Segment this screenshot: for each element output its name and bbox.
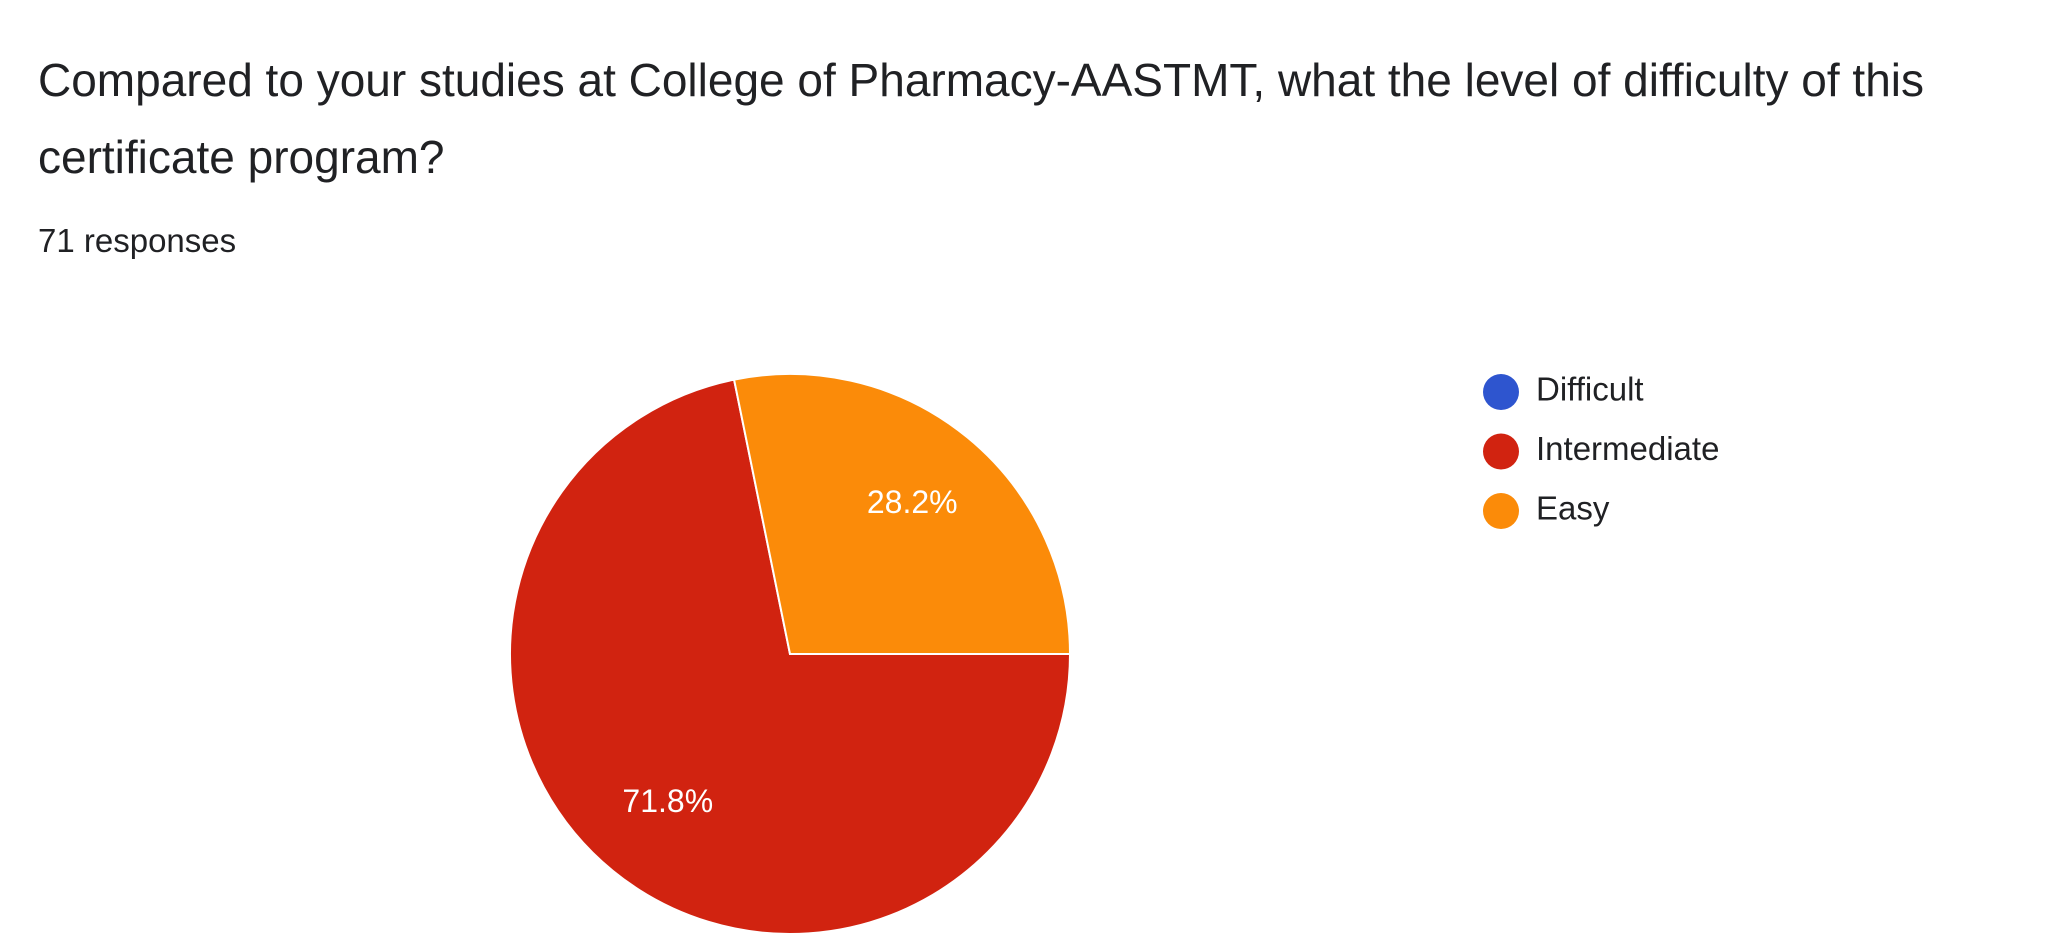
legend-label: Easy [1536, 490, 1610, 527]
legend-label: Difficult [1536, 371, 1644, 408]
chart-title: Compared to your studies at College of P… [38, 54, 1924, 183]
legend-swatch [1483, 493, 1519, 529]
legend-swatch [1483, 374, 1519, 410]
legend-label: Intermediate [1536, 430, 1719, 467]
pie-slice [732, 373, 1072, 655]
slice-label: 71.8% [622, 783, 713, 819]
slice-label: 28.2% [867, 484, 958, 520]
legend-swatch [1483, 433, 1519, 470]
pie-slice [509, 378, 1072, 935]
response-count: 71 responses [38, 222, 237, 259]
